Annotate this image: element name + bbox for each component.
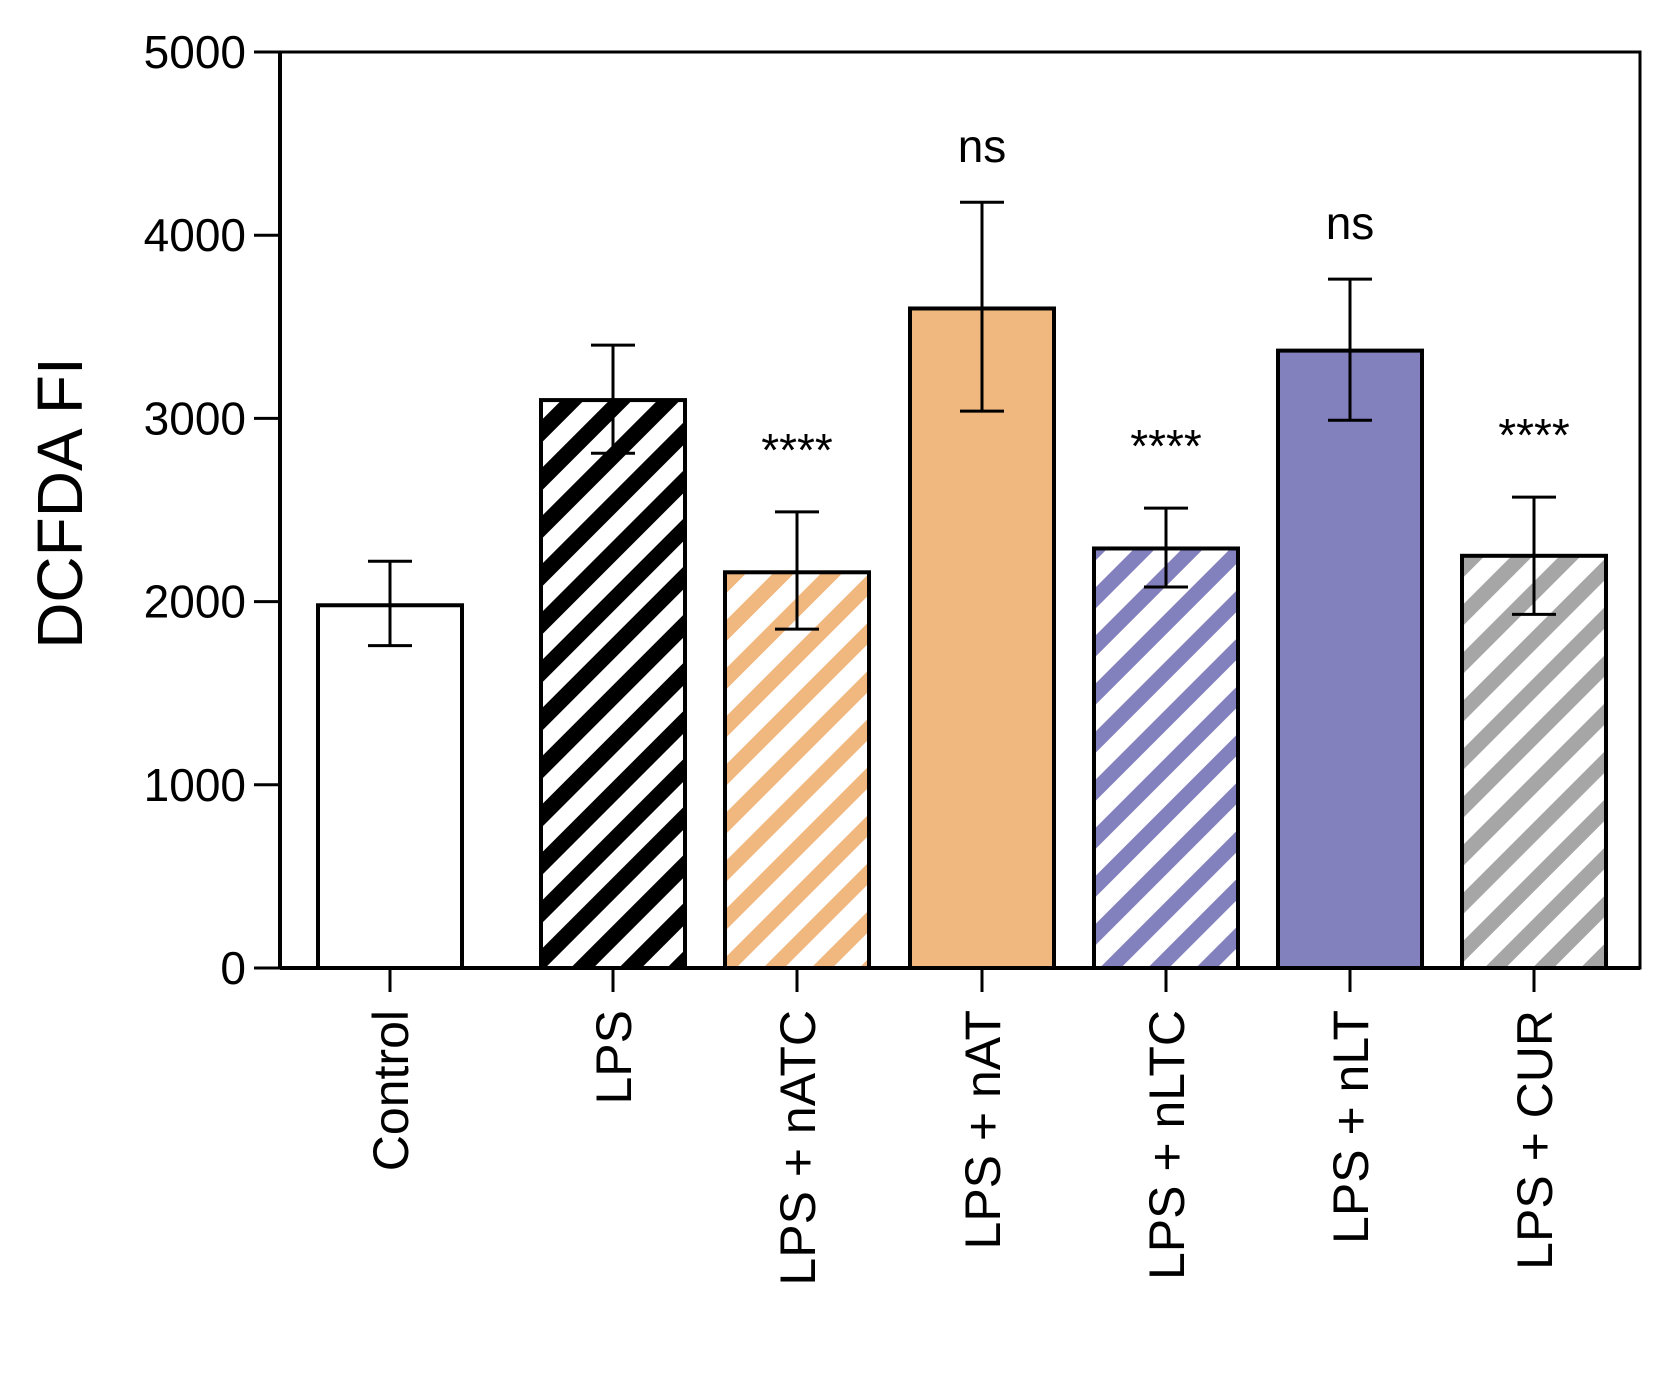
y-tick-label-4000: 4000 xyxy=(144,209,246,261)
x-category-label-1: Control xyxy=(363,1010,419,1171)
y-tick-label-5000: 5000 xyxy=(144,26,246,78)
bar-2 xyxy=(539,398,687,970)
y-axis-title: DCFDA FI xyxy=(24,357,96,649)
y-tick-label-0: 0 xyxy=(220,942,246,994)
significance-label-3: **** xyxy=(761,424,833,476)
bars-layer xyxy=(316,200,1608,971)
bar-5 xyxy=(1092,546,1240,970)
x-category-label-3: LPS + nATC xyxy=(770,1010,826,1286)
y-tick-label-1000: 1000 xyxy=(144,759,246,811)
significance-label-6: ns xyxy=(1326,197,1375,249)
significance-label-5: **** xyxy=(1130,420,1202,472)
y-tick-label-3000: 3000 xyxy=(144,392,246,444)
bar-7 xyxy=(1460,553,1608,970)
significance-label-7: **** xyxy=(1498,409,1570,461)
x-category-label-5: LPS + nLTC xyxy=(1139,1010,1195,1280)
axes-layer xyxy=(254,50,1642,992)
bar-6 xyxy=(1276,348,1424,970)
bar-4 xyxy=(908,306,1056,971)
significance-label-4: ns xyxy=(958,120,1007,172)
bar-3 xyxy=(723,570,871,971)
x-category-label-7: LPS + CUR xyxy=(1507,1010,1563,1270)
x-category-label-2: LPS xyxy=(586,1010,642,1105)
y-tick-label-2000: 2000 xyxy=(144,576,246,628)
x-category-label-4: LPS + nAT xyxy=(955,1010,1011,1249)
x-category-label-6: LPS + nLT xyxy=(1323,1010,1379,1244)
bar-1 xyxy=(316,603,464,970)
labels-layer: **** ns **** ns **** 0 1000 2000 3000 4000 5000 Con… xyxy=(144,26,1570,1286)
